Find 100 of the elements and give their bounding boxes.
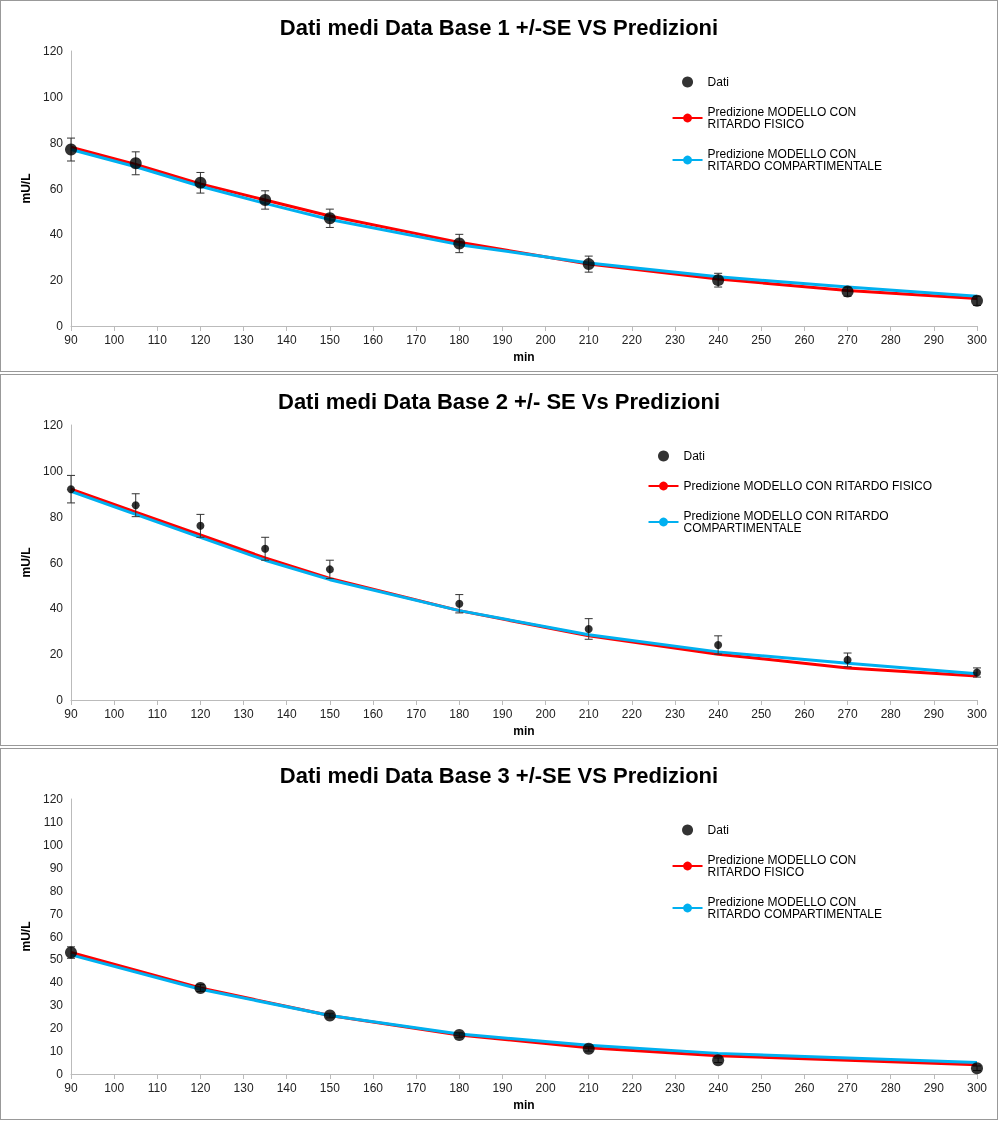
point (582, 1042, 595, 1055)
x-tick-label: 300 (966, 1081, 988, 1095)
y-tick-label: 60 (49, 181, 64, 196)
x-tick-label: 170 (406, 1081, 427, 1095)
x-tick-label: 190 (492, 707, 513, 721)
x-axis-title: min (513, 1097, 535, 1112)
x-tick-label: 280 (880, 333, 902, 347)
x-tick-label: 180 (449, 707, 470, 721)
x-tick-label: 220 (621, 333, 643, 347)
x-tick-label: 110 (147, 333, 168, 347)
y-tick-label: 80 (49, 509, 64, 524)
point (323, 212, 336, 225)
x-tick-label: 260 (794, 333, 815, 347)
point (453, 1029, 466, 1042)
x-tick-label: 280 (880, 1081, 902, 1095)
x-tick-label: 140 (276, 1081, 298, 1095)
legend-label: Predizione MODELLO CON RITARDO FISICO (707, 105, 860, 131)
point (129, 157, 142, 170)
x-tick-label: 190 (492, 333, 513, 347)
legend-label: Predizione MODELLO CON RITARDO COMPARTIMENTALE (683, 509, 892, 535)
x-axis-title: min (513, 349, 535, 364)
x-tick-label: 260 (794, 707, 815, 721)
x-tick-label: 130 (233, 333, 254, 347)
y-tick-label: 120 (42, 418, 64, 432)
x-tick-label: 150 (319, 1081, 341, 1095)
point (455, 599, 464, 608)
x-axis-title: min (513, 723, 535, 738)
y-tick-label: 20 (49, 273, 64, 288)
x-tick-label: 120 (190, 1081, 211, 1095)
x-tick-label: 150 (319, 333, 341, 347)
y-tick-label: 0 (56, 693, 64, 707)
y-tick-label: 50 (49, 952, 64, 967)
x-tick-label: 210 (578, 333, 600, 347)
x-tick-label: 170 (406, 707, 427, 721)
x-tick-label: 200 (535, 1081, 556, 1095)
x-tick-label: 300 (966, 333, 988, 347)
x-tick-label: 150 (319, 707, 341, 721)
chart-title: Dati medi Data Base 2 +/- SE Vs Predizioni (278, 388, 720, 414)
y-tick-label: 60 (49, 929, 64, 944)
y-tick-label: 90 (49, 860, 64, 875)
x-tick-label: 230 (664, 1081, 686, 1095)
x-tick-label: 240 (708, 707, 729, 721)
x-tick-label: 180 (449, 333, 470, 347)
x-tick-label: 300 (966, 707, 988, 721)
y-tick-label: 10 (49, 1044, 64, 1059)
x-tick-label: 140 (276, 333, 298, 347)
x-tick-label: 270 (837, 1081, 858, 1095)
x-tick-label: 180 (449, 1081, 470, 1095)
x-tick-label: 240 (708, 1081, 729, 1095)
y-tick-label: 0 (56, 319, 64, 333)
legend-label: Predizione MODELLO CON RITARDO COMPARTIMENTALE (707, 147, 883, 173)
point (453, 237, 466, 250)
x-tick-label: 100 (104, 707, 125, 721)
x-tick-label: 210 (578, 1081, 600, 1095)
y-tick-label: 80 (49, 883, 64, 898)
x-tick-label: 130 (233, 707, 254, 721)
x-tick-label: 120 (190, 707, 211, 721)
x-tick-label: 190 (492, 1081, 513, 1095)
y-tick-label: 0 (56, 1067, 64, 1081)
point (843, 655, 852, 664)
x-tick-label: 140 (276, 707, 298, 721)
y-tick-label: 100 (42, 89, 64, 104)
x-tick-label: 170 (406, 333, 427, 347)
y-tick-label: 70 (49, 906, 64, 921)
point (325, 565, 334, 574)
y-tick-label: 100 (42, 837, 64, 852)
point (196, 521, 205, 530)
point (261, 544, 270, 553)
point (131, 501, 140, 510)
legend-label: Predizione MODELLO CON RITARDO COMPARTIMENTALE (707, 895, 883, 921)
y-tick-label: 40 (49, 601, 64, 616)
y-tick-label: 110 (43, 814, 64, 829)
x-tick-label: 230 (664, 707, 686, 721)
x-tick-label: 240 (708, 333, 729, 347)
x-tick-label: 250 (751, 1081, 772, 1095)
point (259, 193, 272, 206)
point (194, 176, 207, 189)
x-tick-label: 220 (621, 1081, 643, 1095)
point (65, 946, 77, 959)
y-tick-label: 80 (49, 135, 64, 150)
point (67, 485, 75, 494)
x-tick-label: 100 (104, 1081, 125, 1095)
x-tick-label: 210 (578, 707, 600, 721)
x-tick-label: 260 (794, 1081, 815, 1095)
x-tick-label: 230 (664, 333, 686, 347)
x-tick-label: 110 (147, 707, 168, 721)
point (65, 143, 77, 156)
x-tick-label: 270 (837, 333, 858, 347)
legend-label: Predizione MODELLO CON RITARDO FISICO (707, 853, 860, 879)
chart-title: Dati medi Data Base 3 +/-SE VS Predizioni (279, 762, 719, 788)
y-tick-label: 100 (42, 463, 64, 478)
y-tick-label: 20 (49, 647, 64, 662)
x-tick-label: 200 (535, 707, 556, 721)
x-tick-label: 250 (751, 333, 772, 347)
x-tick-label: 200 (535, 333, 556, 347)
y-tick-label: 60 (49, 555, 64, 570)
legend-label: Dati (707, 823, 729, 837)
x-tick-label: 290 (923, 1081, 945, 1095)
x-tick-label: 270 (837, 707, 858, 721)
x-tick-label: 250 (751, 707, 772, 721)
